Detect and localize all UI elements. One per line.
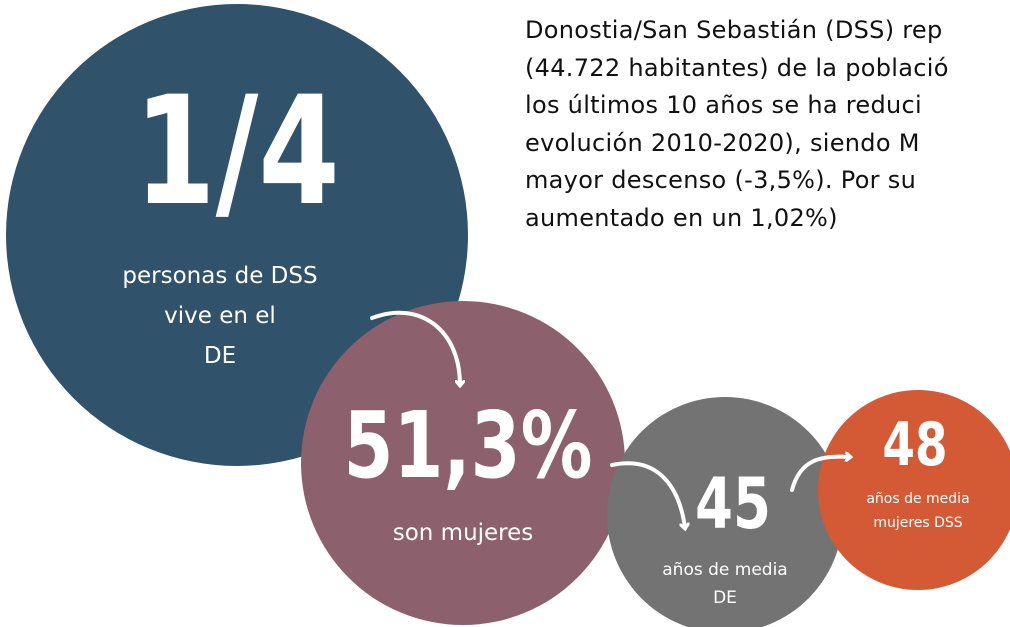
stat-value: 45 <box>695 463 771 544</box>
paragraph-line: los últimos 10 años se ha reduci <box>525 91 922 119</box>
stat-label: mujeres DSS <box>873 515 962 531</box>
stat-value: 48 <box>882 409 947 479</box>
circle-mauve <box>301 301 625 625</box>
paragraph-line: aumentado en un 1,02%) <box>525 203 838 232</box>
stat-label: DE <box>713 588 737 608</box>
arrow <box>370 310 460 385</box>
stat-label: DE <box>204 343 236 369</box>
stat-label: personas de DSS <box>122 263 317 289</box>
stat-label: son mujeres <box>393 520 534 546</box>
stat-label: años de media <box>866 491 969 507</box>
stat-label: vive en el <box>164 303 276 329</box>
stat-value: 1/4 <box>134 64 340 239</box>
paragraph: Donostia/San Sebastián (DSS) rep (44.722… <box>525 12 1010 237</box>
arrow <box>610 461 685 528</box>
circle-orange <box>818 390 1010 590</box>
paragraph-line: mayor descenso (-3,5%). Por su <box>525 166 917 194</box>
stat-label: años de media <box>662 560 787 580</box>
paragraph-line: evolución 2010-2020), siendo M <box>525 128 920 157</box>
paragraph-line: Donostia/San Sebastián (DSS) rep <box>525 16 943 44</box>
arrow <box>790 457 850 492</box>
circle-gray <box>607 397 843 627</box>
paragraph-line: (44.722 habitantes) de la població <box>525 53 949 82</box>
stat-value: 51,3% <box>344 392 593 499</box>
